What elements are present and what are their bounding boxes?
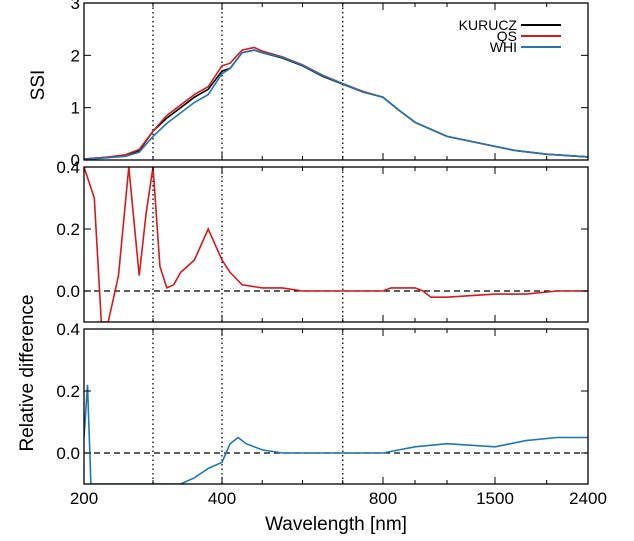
legend-label: QS — [497, 28, 517, 44]
x-tick-label: 400 — [208, 489, 236, 508]
y-tick-label: 2 — [71, 46, 80, 65]
series-group — [84, 167, 588, 322]
red-difference-panel: 0.0 0.2 0.4 — [56, 158, 589, 323]
ssi-panel: 0 1 2 3 — [71, 0, 589, 170]
y-tick-label: 0.2 — [56, 220, 80, 239]
legend-label: KURUCZ — [459, 17, 518, 33]
plot-frame — [83, 328, 589, 485]
y-tick-label: 0.4 — [56, 158, 80, 177]
x-tick-label: 2400 — [569, 489, 607, 508]
legend-label: WHI — [490, 39, 517, 55]
x-tick-label: 200 — [70, 489, 98, 508]
y-tick-label: 0 — [71, 151, 80, 170]
x-tick-label: 1500 — [476, 489, 514, 508]
y-tick-label: 1 — [71, 99, 80, 118]
relative-difference-axis-label: Relative difference — [17, 294, 38, 451]
plot-frame — [83, 2, 589, 161]
whi-series-line — [84, 49, 588, 160]
kurucz-series-line — [84, 49, 588, 160]
x-tick-label: 800 — [369, 489, 397, 508]
blue-difference-panel: 0.0 0.2 0.4 — [56, 320, 589, 485]
qs-series-line — [84, 46, 588, 160]
y-tick-label: 0.0 — [56, 444, 80, 463]
difference-series-line — [84, 384, 588, 484]
y-tick-label: 0.4 — [56, 320, 80, 339]
difference-series-line — [84, 167, 588, 322]
ssi-axis-label: SSI — [28, 70, 49, 101]
plot-frame — [83, 166, 589, 323]
x-axis-label: Wavelength [nm] — [265, 514, 407, 535]
series-group — [84, 46, 588, 160]
y-tick-label: 0.0 — [56, 282, 80, 301]
y-tick-label: 0.2 — [56, 382, 80, 401]
series-group — [84, 384, 588, 484]
y-tick-label: 3 — [71, 0, 80, 13]
